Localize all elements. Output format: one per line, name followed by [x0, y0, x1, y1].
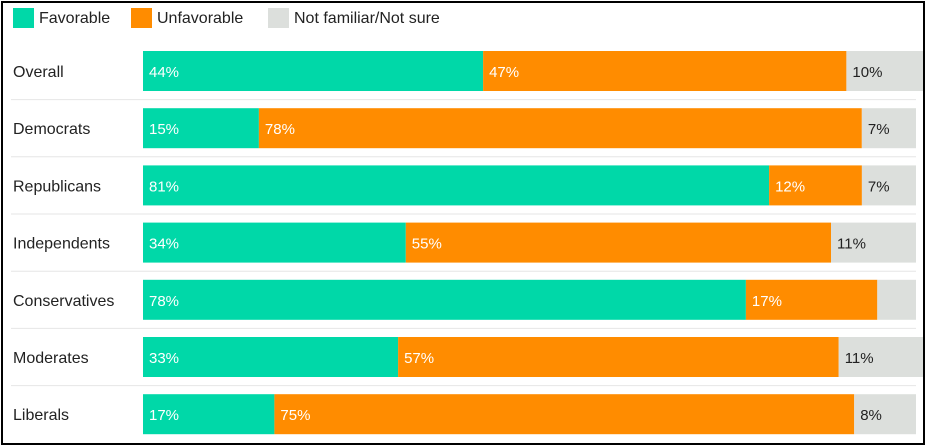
category-label-liberals: Liberals	[13, 407, 69, 424]
data-label-not-familiar-not-sure-republicans: 7%	[868, 178, 890, 195]
bar-segment-not-familiar-not-sure-independents	[831, 222, 916, 263]
data-label-favorable-republicans: 81%	[149, 178, 179, 195]
bar-segment-unfavorable-liberals	[274, 394, 855, 435]
bar-segment-favorable-liberals	[143, 394, 275, 435]
bar-segment-not-familiar-not-sure-liberals	[854, 394, 916, 435]
legend-item-unfavorable: Unfavorable	[131, 8, 243, 28]
bar-segment-unfavorable-republicans	[769, 165, 862, 206]
bar-segment-not-familiar-not-sure-moderates	[838, 337, 923, 377]
category-label-moderates: Moderates	[13, 350, 89, 367]
data-label-unfavorable-republicans: 12%	[775, 178, 805, 195]
bar-row-overall: Overall 44% 47% 10%	[11, 51, 923, 101]
data-label-favorable-democrats: 15%	[149, 121, 179, 138]
bar-row-democrats: Democrats 15% 78% 7%	[11, 108, 916, 158]
bar-segment-not-familiar-not-sure-democrats	[861, 108, 916, 149]
data-label-unfavorable-liberals: 75%	[280, 407, 310, 424]
bar-segment-not-familiar-not-sure-overall	[846, 51, 923, 91]
bar-segment-unfavorable-democrats	[258, 108, 862, 149]
category-label-democrats: Democrats	[13, 121, 90, 138]
bar-segment-favorable-overall	[143, 51, 484, 91]
bar-segment-favorable-moderates	[143, 337, 399, 377]
data-label-not-familiar-not-sure-liberals: 8%	[860, 407, 882, 424]
data-label-not-familiar-not-sure-democrats: 7%	[868, 121, 890, 138]
category-label-republicans: Republicans	[13, 178, 101, 195]
bar-row-independents: Independents 34% 55% 11%	[11, 222, 916, 272]
bar-row-republicans: Republicans 81% 12% 7%	[11, 165, 916, 215]
data-label-favorable-moderates: 33%	[149, 350, 179, 367]
data-label-unfavorable-overall: 47%	[489, 64, 519, 81]
data-label-not-familiar-not-sure-independents: 11%	[837, 236, 866, 253]
bar-segment-unfavorable-independents	[405, 222, 831, 263]
bar-row-liberals: Liberals 17% 75% 8%	[13, 394, 916, 435]
bar-segment-unfavorable-overall	[483, 51, 847, 91]
data-label-not-familiar-not-sure-moderates: 11%	[845, 350, 874, 367]
category-label-overall: Overall	[13, 64, 64, 81]
category-label-conservatives: Conservatives	[13, 293, 114, 310]
legend-swatch-not-familiar-not-sure	[268, 8, 289, 28]
bar-row-moderates: Moderates 33% 57% 11%	[11, 337, 923, 387]
bar-segment-not-familiar-not-sure-republicans	[861, 165, 916, 206]
data-label-unfavorable-independents: 55%	[412, 236, 442, 253]
category-label-independents: Independents	[13, 236, 110, 253]
legend-label-not-familiar-not-sure: Not familiar/Not sure	[294, 10, 440, 27]
legend-item-not-familiar-not-sure: Not familiar/Not sure	[268, 8, 440, 28]
legend-swatch-unfavorable	[131, 8, 152, 28]
data-label-favorable-liberals: 17%	[149, 407, 179, 424]
bar-segment-not-familiar-not-sure-conservatives	[877, 279, 916, 320]
data-label-favorable-independents: 34%	[149, 236, 179, 253]
stacked-bar-chart: Favorable Unfavorable Not familiar/Not sur…	[11, 8, 923, 435]
bar-segment-favorable-democrats	[143, 108, 259, 149]
legend-label-favorable: Favorable	[39, 10, 110, 27]
data-label-unfavorable-conservatives: 17%	[752, 293, 782, 310]
data-label-favorable-overall: 44%	[149, 64, 179, 81]
data-label-unfavorable-moderates: 57%	[404, 350, 434, 367]
data-label-favorable-conservatives: 78%	[149, 293, 179, 310]
data-label-not-familiar-not-sure-overall: 10%	[852, 64, 882, 81]
bar-segment-favorable-conservatives	[143, 279, 746, 320]
legend-item-favorable: Favorable	[13, 8, 110, 28]
bar-segment-favorable-republicans	[143, 165, 770, 206]
data-label-unfavorable-democrats: 78%	[265, 121, 295, 138]
legend-label-unfavorable: Unfavorable	[157, 10, 243, 27]
bar-segment-favorable-independents	[143, 222, 406, 263]
bar-segment-unfavorable-moderates	[398, 337, 839, 377]
bar-row-conservatives: Conservatives 78% 17%	[11, 279, 916, 329]
bar-segment-unfavorable-conservatives	[745, 279, 878, 320]
legend-swatch-favorable	[13, 8, 34, 28]
